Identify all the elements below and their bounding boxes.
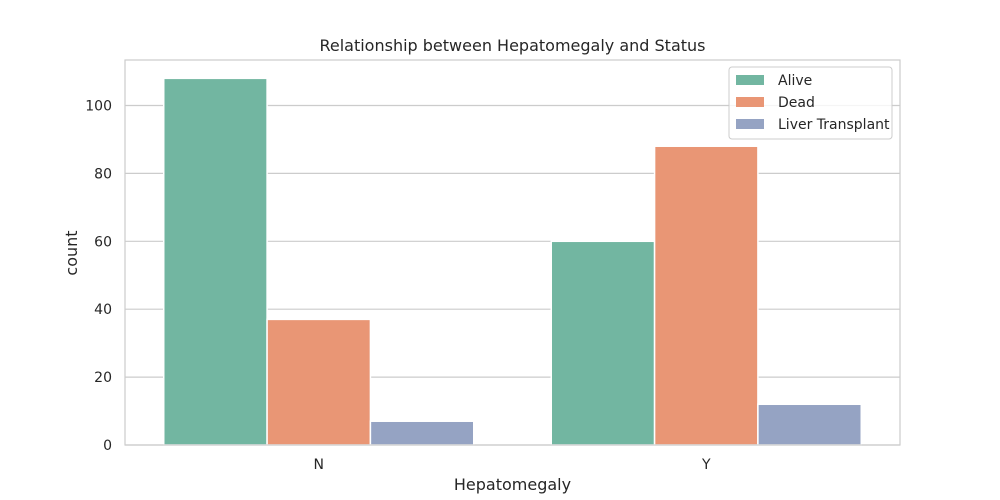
legend-label: Alive — [778, 73, 812, 89]
y-tick-label: 0 — [103, 438, 112, 454]
bar-alive-n — [163, 77, 268, 446]
legend-frame — [728, 66, 893, 140]
x-axis-label: Hepatomegaly — [454, 475, 571, 494]
legend-label: Dead — [778, 95, 815, 111]
bar-dead-n — [266, 318, 372, 446]
legend-label: Liver Transplant — [778, 117, 890, 133]
y-tick-label: 40 — [94, 302, 112, 318]
chart-title: Relationship between Hepatomegaly and St… — [319, 36, 705, 55]
y-tick-label: 80 — [94, 166, 112, 182]
y-tick-label: 20 — [94, 370, 112, 386]
bar-liver-transplant-y — [757, 403, 863, 446]
bar-dead-y — [653, 145, 759, 446]
y-axis-label: count — [62, 230, 81, 275]
legend-swatch — [736, 97, 764, 107]
legend-swatch — [736, 119, 764, 129]
y-tick-label: 100 — [85, 98, 112, 114]
x-tick-label: Y — [701, 457, 711, 473]
y-tick-labels: 0 20 40 60 80 100 — [85, 98, 112, 454]
legend-swatch — [736, 75, 764, 85]
legend: Alive Dead Liver Transplant — [728, 66, 893, 140]
bars — [163, 77, 863, 446]
y-tick-label: 60 — [94, 234, 112, 250]
bar-alive-y — [550, 240, 656, 446]
plot-frame — [124, 59, 901, 446]
x-tick-label: N — [314, 457, 324, 473]
bar-liver-transplant-n — [369, 420, 475, 446]
